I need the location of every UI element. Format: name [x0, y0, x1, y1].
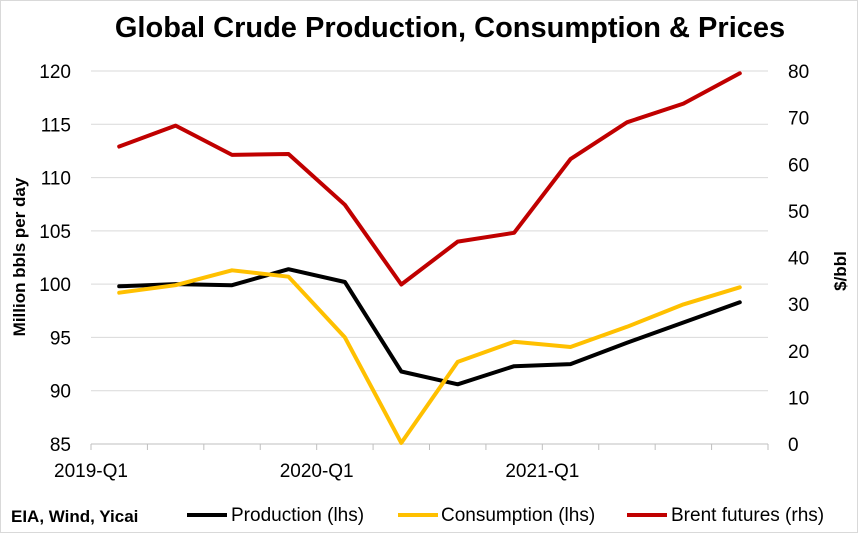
y-left-tick-label: 110: [41, 169, 71, 190]
right-axis-ticks: 0 10 20 30 40 50 60 70 80: [788, 62, 809, 456]
series-line-1: [117, 268, 742, 445]
y-right-tick-label: 40: [788, 249, 809, 270]
x-tick-label: 2021-Q1: [505, 461, 579, 482]
series-lines: [117, 71, 742, 445]
left-axis-ticks: 85 90 95 100 105 110 115 120: [39, 62, 71, 456]
x-tick-label: 2020-Q1: [280, 461, 354, 482]
legend-label-production: Production (lhs): [231, 505, 364, 526]
series-line-2: [117, 71, 742, 287]
y-left-tick-label: 120: [39, 62, 71, 83]
y-right-tick-label: 50: [788, 202, 809, 223]
y-left-axis-title: Million bbls per day: [10, 177, 29, 336]
y-left-tick-label: 105: [39, 222, 71, 243]
y-right-tick-label: 60: [788, 155, 809, 176]
y-right-tick-label: 0: [788, 435, 799, 456]
y-right-tick-label: 70: [788, 109, 809, 130]
x-axis-ticks: 2019-Q1 2020-Q1 2021-Q1: [54, 443, 769, 482]
y-right-tick-label: 80: [788, 62, 809, 83]
gridlines: [91, 70, 768, 392]
legend-label-brent: Brent futures (rhs): [671, 505, 824, 526]
y-left-tick-label: 100: [39, 275, 71, 296]
legend-label-consumption: Consumption (lhs): [441, 505, 595, 526]
y-left-tick-label: 115: [41, 115, 71, 136]
chart-title: Global Crude Production, Consumption & P…: [115, 12, 785, 44]
y-left-tick-label: 90: [50, 382, 71, 403]
source-note: EIA, Wind, Yicai: [11, 507, 138, 526]
y-right-tick-label: 30: [788, 295, 809, 316]
y-right-tick-label: 20: [788, 342, 809, 363]
y-left-tick-label: 95: [50, 328, 71, 349]
y-left-tick-label: 85: [50, 435, 71, 456]
y-right-axis-title: $/bbl: [831, 251, 850, 291]
y-right-tick-label: 10: [788, 388, 809, 409]
legend: Production (lhs) Consumption (lhs) Brent…: [187, 505, 824, 526]
x-tick-label: 2019-Q1: [54, 461, 128, 482]
series-line-0: [117, 267, 742, 387]
